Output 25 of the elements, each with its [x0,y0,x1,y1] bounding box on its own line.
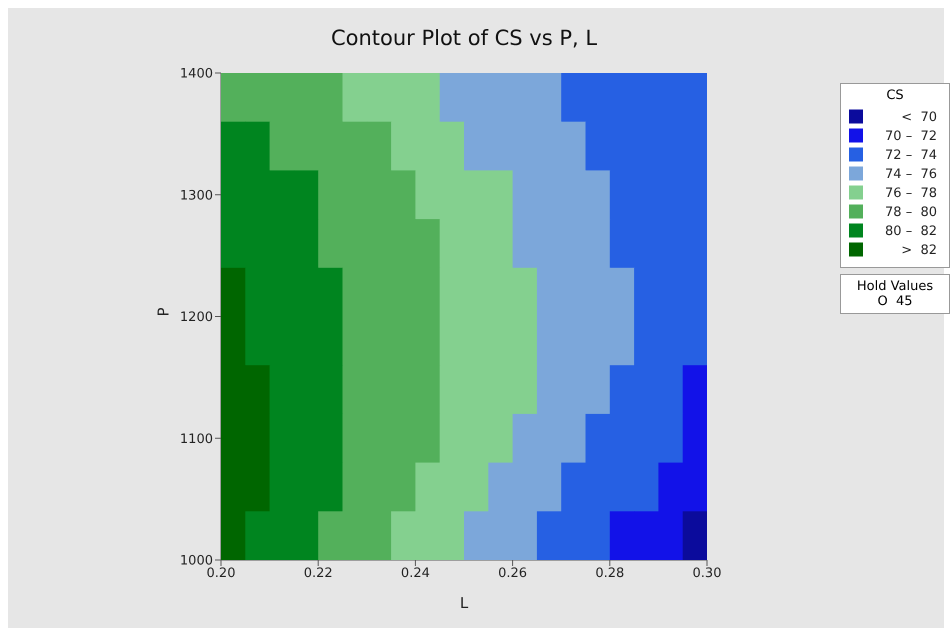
text: O 45 [876,294,914,309]
x-tick-label: 0.22 [304,566,333,582]
x-tick-label: 0.28 [595,566,624,582]
color-bar-label: 80 – 82 [885,224,937,240]
y-tick-label: 1200 [180,310,213,326]
color-bar-title: CS [885,88,905,103]
y-tick-label: 1300 [180,188,213,204]
text: Hold Values [856,279,934,294]
color-bar-label: < 70 [901,110,937,126]
y-tick-label: 1000 [180,554,213,569]
y-axis-title: P [154,307,172,316]
x-tick-label: 0.20 [206,566,236,582]
x-tick-label: 0.24 [400,566,430,582]
color-bar-label: 70 – 72 [885,129,937,144]
color-bar-label: 72 – 74 [885,148,937,164]
y-tick-label: 1400 [180,66,213,82]
color-bar-label: 76 – 78 [885,186,937,202]
color-bar-label: 74 – 76 [885,167,937,182]
chart-title: Contour Plot of CS vs P, L [330,26,598,50]
x-tick-label: 0.26 [498,566,528,582]
y-tick-label: 1100 [180,432,213,447]
x-tick-label: 0.30 [692,566,722,582]
color-bar-label: 78 – 80 [885,205,937,220]
color-bar-label: > 82 [901,243,937,258]
x-axis-title: L [460,594,469,612]
